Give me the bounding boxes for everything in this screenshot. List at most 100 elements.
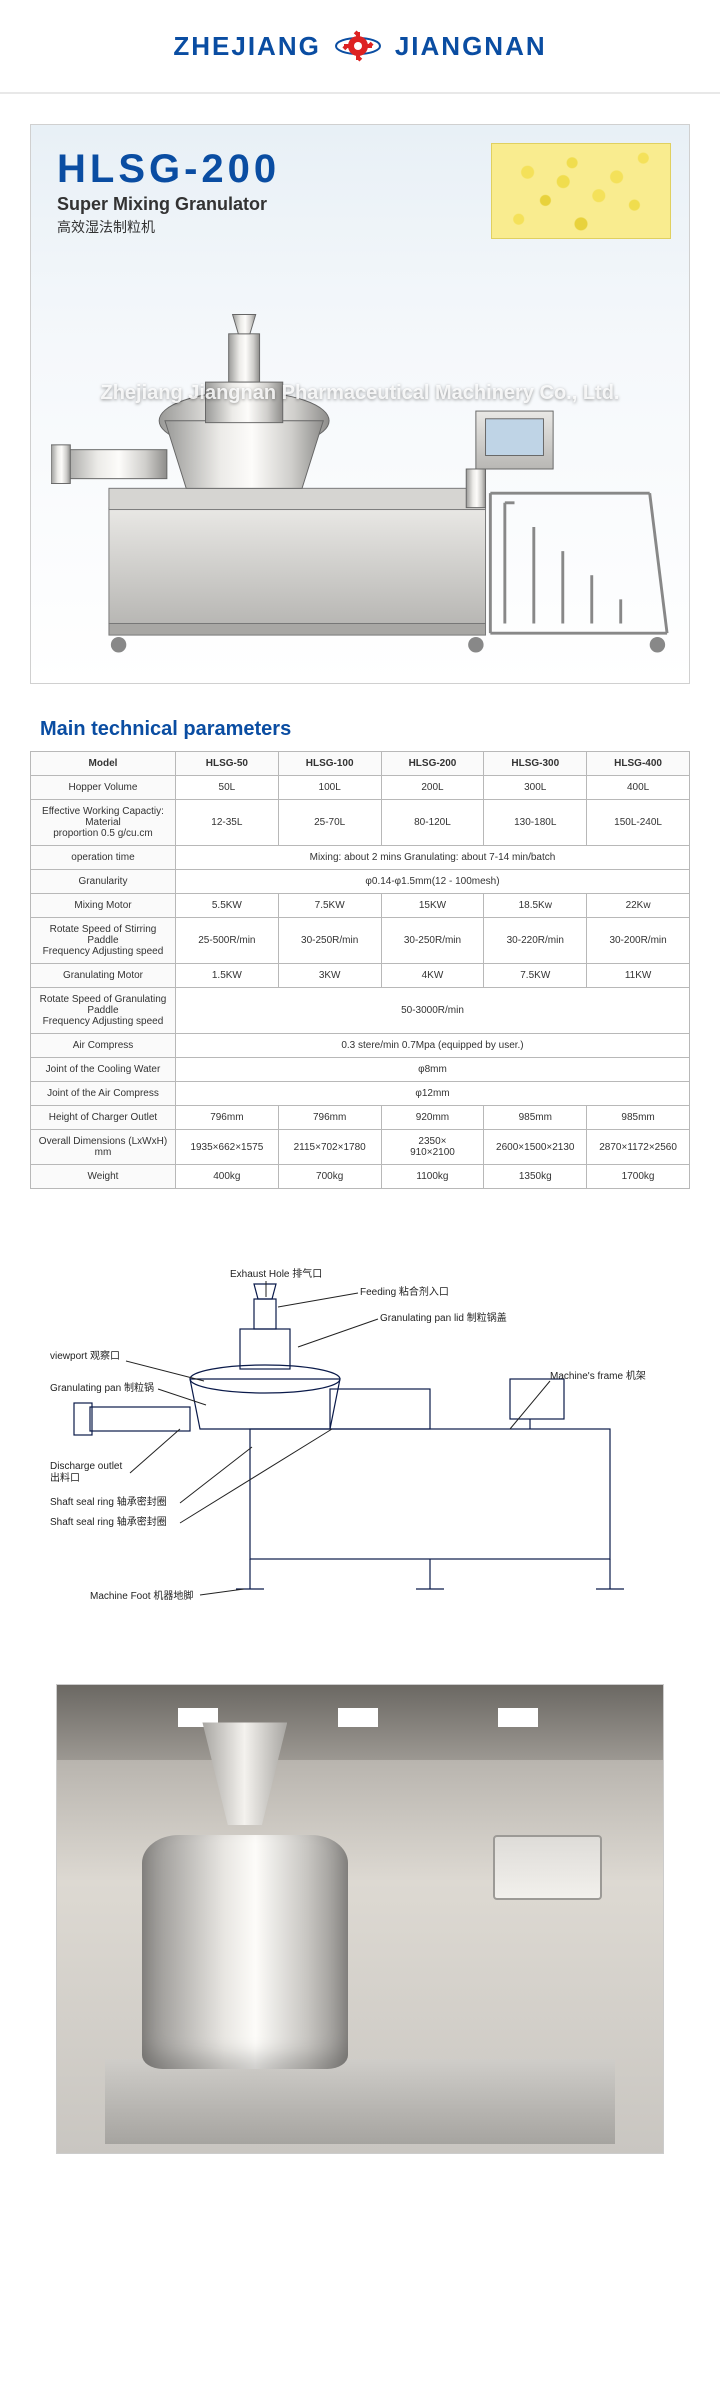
cell: 1.5KW xyxy=(175,964,278,988)
brand-logo-icon xyxy=(333,28,383,64)
hero-section: HLSG-200 Super Mixing Granulator 高效湿法制粒机 xyxy=(0,94,720,694)
label-feeding: Feeding 粘合剂入口 xyxy=(360,1285,449,1298)
table-row: Mixing Motor5.5KW7.5KW15KW18.5Kw22Kw xyxy=(31,894,690,918)
section-title: Main technical parameters xyxy=(0,694,720,751)
cell: 30-250R/min xyxy=(381,918,484,964)
spec-table-wrap: ModelHLSG-50HLSG-100HLSG-200HLSG-300HLSG… xyxy=(0,751,720,1209)
cell: 400kg xyxy=(175,1165,278,1189)
label-seal1: Shaft seal ring 轴承密封圈 xyxy=(50,1495,167,1508)
cell: 400L xyxy=(587,776,690,800)
cell: 796mm xyxy=(175,1106,278,1130)
label-panlid: Granulating pan lid 制粒锅盖 xyxy=(380,1311,507,1324)
brand-right: JIANGNAN xyxy=(395,31,547,62)
cell: 1350kg xyxy=(484,1165,587,1189)
cell: 15KW xyxy=(381,894,484,918)
cell: 7.5KW xyxy=(278,894,381,918)
row-span-value: Mixing: about 2 mins Granulating: about … xyxy=(175,846,689,870)
granules-swatch xyxy=(491,143,671,239)
brand-header: ZHEJIANG JIANGNAN xyxy=(0,0,720,94)
row-label: Rotate Speed of Stirring Paddle Frequenc… xyxy=(31,918,176,964)
cell: 25-500R/min xyxy=(175,918,278,964)
table-row: Joint of the Cooling Waterφ8mm xyxy=(31,1058,690,1082)
row-label: Weight xyxy=(31,1165,176,1189)
table-row: Rotate Speed of Stirring Paddle Frequenc… xyxy=(31,918,690,964)
cell: 700kg xyxy=(278,1165,381,1189)
product-photo-wrap xyxy=(0,1654,720,2194)
row-label: Mixing Motor xyxy=(31,894,176,918)
row-label: Overall Dimensions (LxWxH) mm xyxy=(31,1130,176,1165)
cell: 796mm xyxy=(278,1106,381,1130)
schematic-diagram: Exhaust Hole 排气口 Feeding 粘合剂入口 Granulati… xyxy=(0,1209,720,1654)
col-model: Model xyxy=(31,752,176,776)
row-label: Joint of the Air Compress xyxy=(31,1082,176,1106)
cell: 2600×1500×2130 xyxy=(484,1130,587,1165)
label-discharge: Discharge outlet出料口 xyxy=(50,1461,122,1484)
label-frame: Machine's frame 机架 xyxy=(550,1369,646,1382)
col-hlsg-200: HLSG-200 xyxy=(381,752,484,776)
cell: 3KW xyxy=(278,964,381,988)
label-viewport: viewport 观察口 xyxy=(50,1349,120,1362)
row-label: Granulating Motor xyxy=(31,964,176,988)
cell: 1100kg xyxy=(381,1165,484,1189)
row-label: Granularity xyxy=(31,870,176,894)
label-pan: Granulating pan 制粒锅 xyxy=(50,1381,154,1394)
product-photo xyxy=(56,1684,664,2154)
row-span-value: φ12mm xyxy=(175,1082,689,1106)
col-hlsg-300: HLSG-300 xyxy=(484,752,587,776)
row-span-value: 50-3000R/min xyxy=(175,988,689,1034)
row-label: Rotate Speed of Granulating Paddle Frequ… xyxy=(31,988,176,1034)
row-span-value: φ0.14-φ1.5mm(12 - 100mesh) xyxy=(175,870,689,894)
cell: 2350× 910×2100 xyxy=(381,1130,484,1165)
cell: 4KW xyxy=(381,964,484,988)
table-row: Granulating Motor1.5KW3KW4KW7.5KW11KW xyxy=(31,964,690,988)
label-exhaust: Exhaust Hole 排气口 xyxy=(230,1267,322,1280)
cell: 920mm xyxy=(381,1106,484,1130)
cell: 5.5KW xyxy=(175,894,278,918)
cell: 30-220R/min xyxy=(484,918,587,964)
cell: 7.5KW xyxy=(484,964,587,988)
row-label: Joint of the Cooling Water xyxy=(31,1058,176,1082)
table-row: Overall Dimensions (LxWxH) mm1935×662×15… xyxy=(31,1130,690,1165)
row-span-value: 0.3 stere/min 0.7Mpa (equipped by user.) xyxy=(175,1034,689,1058)
cell: 1935×662×1575 xyxy=(175,1130,278,1165)
row-label: Air Compress xyxy=(31,1034,176,1058)
label-foot: Machine Foot 机器地脚 xyxy=(90,1589,193,1602)
cell: 50L xyxy=(175,776,278,800)
spec-table: ModelHLSG-50HLSG-100HLSG-200HLSG-300HLSG… xyxy=(30,751,690,1189)
machine-illustration xyxy=(51,275,669,663)
table-row: operation timeMixing: about 2 mins Granu… xyxy=(31,846,690,870)
cell: 100L xyxy=(278,776,381,800)
cell: 2115×702×1780 xyxy=(278,1130,381,1165)
cell: 200L xyxy=(381,776,484,800)
cell: 25-70L xyxy=(278,800,381,846)
cell: 150L-240L xyxy=(587,800,690,846)
cell: 2870×1172×2560 xyxy=(587,1130,690,1165)
table-row: Hopper Volume50L100L200L300L400L xyxy=(31,776,690,800)
table-row: Air Compress0.3 stere/min 0.7Mpa (equipp… xyxy=(31,1034,690,1058)
cell: 80-120L xyxy=(381,800,484,846)
col-hlsg-400: HLSG-400 xyxy=(587,752,690,776)
row-span-value: φ8mm xyxy=(175,1058,689,1082)
cell: 985mm xyxy=(587,1106,690,1130)
cell: 130-180L xyxy=(484,800,587,846)
brand-left: ZHEJIANG xyxy=(173,31,320,62)
col-hlsg-50: HLSG-50 xyxy=(175,752,278,776)
cell: 985mm xyxy=(484,1106,587,1130)
table-row: Joint of the Air Compressφ12mm xyxy=(31,1082,690,1106)
cell: 12-35L xyxy=(175,800,278,846)
cell: 1700kg xyxy=(587,1165,690,1189)
cell: 30-250R/min xyxy=(278,918,381,964)
table-row: Rotate Speed of Granulating Paddle Frequ… xyxy=(31,988,690,1034)
table-row: Height of Charger Outlet796mm796mm920mm9… xyxy=(31,1106,690,1130)
cell: 300L xyxy=(484,776,587,800)
row-label: Height of Charger Outlet xyxy=(31,1106,176,1130)
cell: 30-200R/min xyxy=(587,918,690,964)
table-row: Effective Working Capactiy: Material pro… xyxy=(31,800,690,846)
col-hlsg-100: HLSG-100 xyxy=(278,752,381,776)
cell: 22Kw xyxy=(587,894,690,918)
table-row: Weight400kg700kg1100kg1350kg1700kg xyxy=(31,1165,690,1189)
cell: 18.5Kw xyxy=(484,894,587,918)
label-seal2: Shaft seal ring 轴承密封圈 xyxy=(50,1515,167,1528)
table-row: Granularityφ0.14-φ1.5mm(12 - 100mesh) xyxy=(31,870,690,894)
row-label: operation time xyxy=(31,846,176,870)
